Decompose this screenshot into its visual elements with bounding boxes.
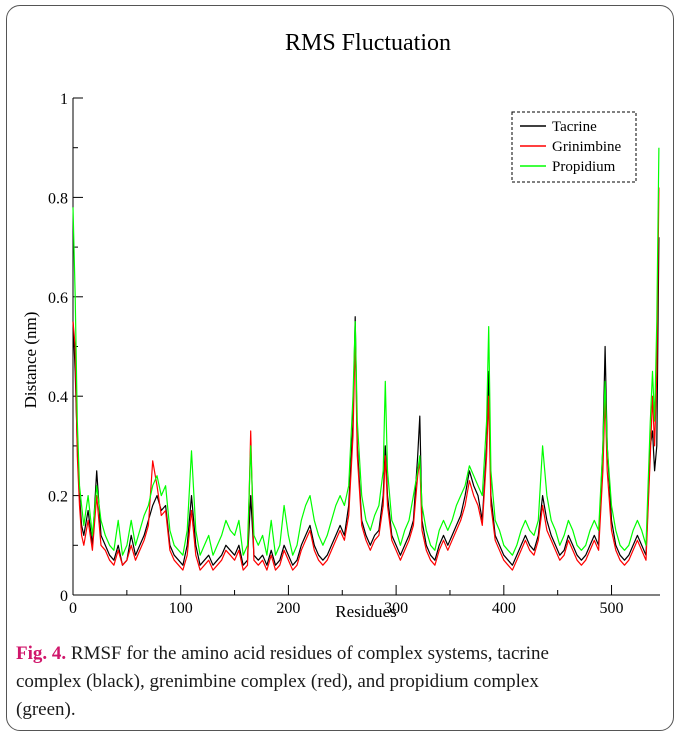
y-tick-label: 1 (60, 91, 68, 108)
y-tick-label: 0.2 (48, 489, 68, 506)
series-line-grinimbine (72, 187, 660, 571)
caption-text-1: RMSF for the amino acid residues of comp… (66, 643, 549, 664)
legend-label-tacrine: Tacrine (552, 119, 597, 135)
y-tick-label: 0.4 (48, 389, 68, 406)
x-tick-label: 0 (69, 600, 77, 617)
y-axis-label: Distance (nm) (21, 312, 40, 409)
plot-area: 0 0.2 0.4 0.6 0.8 1 0 100 200 300 400 500 (48, 91, 660, 617)
legend: Tacrine Grinimbine Propidium (511, 111, 637, 183)
legend-box (511, 111, 637, 183)
caption-line-2: complex (black), grenimbine complex (red… (16, 671, 539, 692)
series-line-tacrine (72, 237, 660, 566)
caption-label: Fig. 4. (16, 643, 67, 664)
x-tick-label: 100 (169, 600, 193, 617)
series-line-propidium (72, 147, 660, 556)
caption-line-1: Fig. 4. RMSF for the amino acid residues… (16, 640, 676, 668)
legend-label-grinimbine: Grinimbine (552, 139, 621, 155)
figure-caption: Fig. 4. RMSF for the amino acid residues… (16, 640, 676, 724)
x-tick-label: 200 (276, 600, 300, 617)
x-tick-label: 500 (600, 600, 624, 617)
chart-title: RMS Fluctuation (285, 30, 451, 56)
chart-svg: RMS Fluctuation 0 0.2 0.4 0.6 0.8 1 0 100 200 300… (21, 30, 660, 620)
rmsf-chart: RMS Fluctuation 0 0.2 0.4 0.6 0.8 1 0 100 200 300… (6, 20, 674, 620)
legend-label-propidium: Propidium (552, 159, 616, 175)
y-tick-label: 0.8 (48, 190, 68, 207)
y-tick-label: 0 (60, 588, 68, 605)
y-tick-label: 0.6 (48, 290, 68, 307)
x-axis-label: Residues (335, 602, 396, 620)
x-tick-label: 300 (384, 600, 408, 617)
x-tick-label: 400 (492, 600, 516, 617)
caption-line-3: (green). (16, 699, 76, 720)
